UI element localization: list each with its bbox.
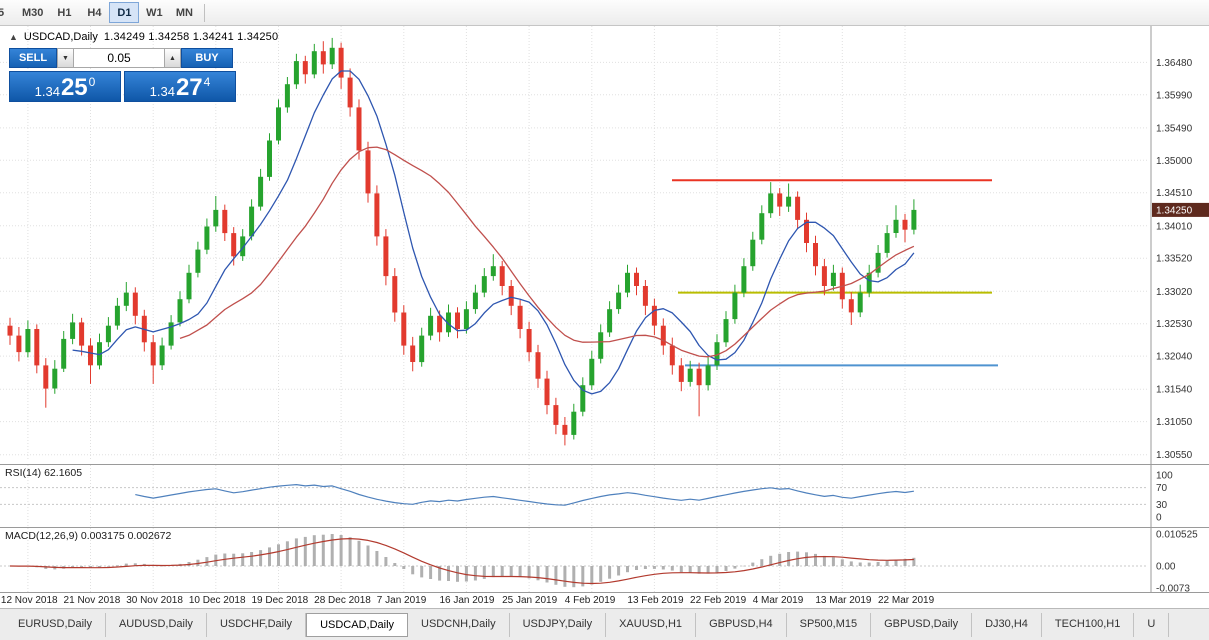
lot-increase-button[interactable]: ▲: [164, 48, 181, 68]
toolbar-separator: [204, 3, 206, 22]
macd-panel[interactable]: 0.010525 0.00 -0.0073: [0, 528, 1209, 592]
svg-text:30: 30: [1156, 500, 1168, 511]
time-axis-label: 10 Dec 2018: [188, 595, 246, 606]
svg-text:70: 70: [1156, 483, 1168, 494]
collapse-trade-panel-icon[interactable]: ▲: [9, 32, 18, 42]
svg-text:1.34010: 1.34010: [1156, 221, 1193, 232]
chart-tab-tech100-h1[interactable]: TECH100,H1: [1042, 612, 1135, 637]
time-axis-label: 19 Dec 2018: [251, 595, 309, 606]
buy-price-prefix: 1.34: [149, 84, 175, 99]
svg-text:1.32040: 1.32040: [1156, 352, 1193, 363]
time-axis-label: 22 Feb 2019: [690, 595, 747, 606]
chart-tab-gbpusd-h4[interactable]: GBPUSD,H4: [696, 612, 787, 637]
sell-price-sup: 0: [88, 75, 96, 89]
ma-fast-line: [72, 70, 915, 395]
svg-text:1.36480: 1.36480: [1156, 58, 1193, 69]
sell-button[interactable]: SELL: [9, 48, 57, 68]
panel-divider[interactable]: [0, 464, 1209, 465]
chart-tab-gbpusd-daily[interactable]: GBPUSD,Daily: [871, 612, 973, 637]
price-chart[interactable]: 1.364801.359901.354901.350001.345101.340…: [0, 26, 1209, 464]
svg-text:0.00: 0.00: [1156, 562, 1176, 573]
chart-tab-usdcad-daily[interactable]: USDCAD,Daily: [306, 612, 409, 637]
timeframe-button-mn[interactable]: MN: [175, 6, 193, 19]
buy-button[interactable]: BUY: [181, 48, 233, 68]
svg-text:0: 0: [1156, 513, 1162, 524]
sell-price-big: 25: [60, 73, 88, 101]
chart-tabs-bar: EURUSD,Daily AUDUSD,Daily USDCHF,Daily USDC…: [0, 608, 1209, 640]
time-axis-label: 4 Mar 2019: [752, 595, 804, 606]
rsi-label: RSI(14) 62.1605: [5, 467, 83, 479]
one-click-trading-panel: SELL ▼ ▲ BUY 1.34 25 0 1.34 27 4: [9, 48, 239, 102]
rsi-line: [135, 484, 914, 506]
svg-text:1.33020: 1.33020: [1156, 287, 1193, 298]
chart-tab-usdchf-daily[interactable]: USDCHF,Daily: [207, 612, 307, 637]
svg-text:1.30550: 1.30550: [1156, 450, 1193, 461]
timeframe-button-d1[interactable]: D1: [109, 2, 140, 23]
svg-text:1.31540: 1.31540: [1156, 385, 1193, 396]
chart-symbol-label: USDCAD,Daily: [23, 31, 98, 43]
timeframe-button-5[interactable]: 5: [0, 6, 5, 19]
chart-tab-audusd-daily[interactable]: AUDUSD,Daily: [106, 612, 207, 637]
panel-divider[interactable]: [0, 527, 1209, 528]
svg-text:100: 100: [1156, 471, 1173, 482]
support-resistance-lines: [672, 179, 998, 367]
svg-text:1.34250: 1.34250: [1156, 205, 1193, 216]
time-axis-label: 7 Jan 2019: [376, 595, 427, 606]
time-axis-label: 4 Feb 2019: [564, 595, 616, 606]
svg-text:1.35490: 1.35490: [1156, 123, 1193, 134]
chart-tab-usdjpy-daily[interactable]: USDJPY,Daily: [510, 612, 607, 637]
time-axis-label: 28 Dec 2018: [314, 595, 371, 606]
timeframe-button-h4[interactable]: H4: [87, 6, 102, 19]
time-axis-label: 12 Nov 2018: [0, 595, 58, 606]
svg-text:1.31050: 1.31050: [1156, 417, 1193, 428]
chart-ohlc-values: 1.34249 1.34258 1.34241 1.34250: [103, 31, 279, 43]
timeframe-button-w1[interactable]: W1: [146, 6, 163, 19]
candles: [7, 37, 917, 446]
ma-slow-line: [179, 146, 915, 358]
chart-tab-eurusd-daily[interactable]: EURUSD,Daily: [5, 612, 106, 637]
svg-text:1.34510: 1.34510: [1156, 188, 1193, 199]
lot-decrease-button[interactable]: ▼: [57, 48, 74, 68]
grid: [27, 465, 906, 527]
timeframe-button-h1[interactable]: H1: [57, 6, 72, 19]
time-axis-label: 13 Mar 2019: [815, 595, 872, 606]
svg-text:1.33520: 1.33520: [1156, 254, 1193, 265]
macd-signal-line: [9, 538, 914, 585]
time-axis-label: 25 Jan 2019: [502, 595, 558, 606]
svg-text:-0.0073: -0.0073: [1156, 584, 1190, 592]
macd-label: MACD(12,26,9) 0.003175 0.002672: [5, 530, 172, 542]
buy-price-big: 27: [175, 73, 203, 101]
time-axis-label: 30 Nov 2018: [126, 595, 183, 606]
svg-text:1.35000: 1.35000: [1156, 156, 1193, 167]
svg-text:1.32530: 1.32530: [1156, 319, 1193, 330]
time-axis-label: 16 Jan 2019: [439, 595, 495, 606]
time-axis-label: 13 Feb 2019: [627, 595, 684, 606]
time-axis-label: 21 Nov 2018: [63, 595, 121, 606]
time-axis: 12 Nov 2018 21 Nov 2018 30 Nov 2018 10 Dec …: [0, 593, 1209, 608]
time-axis-label: 22 Mar 2019: [878, 595, 935, 606]
svg-text:1.35990: 1.35990: [1156, 90, 1193, 101]
chart-tab-xauusd-h1[interactable]: XAUUSD,H1: [606, 612, 697, 637]
buy-price-button[interactable]: 1.34 27 4: [124, 71, 236, 102]
chart-tab-usdcnh-daily[interactable]: USDCNH,Daily: [408, 612, 510, 637]
lot-size-input[interactable]: [74, 48, 164, 68]
chart-tab-sp500-m15[interactable]: SP500,M15: [787, 612, 872, 637]
current-price-tag: 1.34250: [1152, 202, 1209, 217]
sell-price-button[interactable]: 1.34 25 0: [9, 71, 121, 102]
chart-tab-dj30-h4[interactable]: DJ30,H4: [972, 612, 1042, 637]
buy-price-sup: 4: [203, 75, 211, 89]
timeframe-toolbar: 5 M30 H1 H4 D1 W1 MN: [0, 0, 1209, 26]
timeframe-button-m30[interactable]: M30: [22, 6, 44, 19]
chart-tab-u[interactable]: U: [1134, 612, 1170, 637]
chart-window[interactable]: 1.36480 1.35990 1.35490 1.35000 1.34510 1.340…: [0, 26, 1209, 608]
sell-price-prefix: 1.34: [34, 84, 60, 99]
svg-text:0.010525: 0.010525: [1156, 530, 1198, 541]
chart-quote-line: ▲ USDCAD,Daily 1.34249 1.34258 1.34241 1…: [9, 31, 278, 43]
panel-divider[interactable]: [0, 592, 1209, 593]
